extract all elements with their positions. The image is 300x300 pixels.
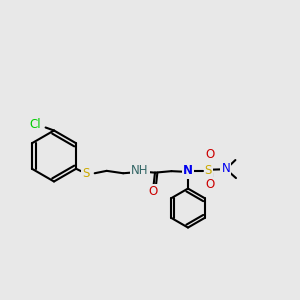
Text: O: O [206, 178, 215, 191]
Text: N: N [183, 164, 193, 177]
Text: S: S [82, 167, 90, 180]
Text: NH: NH [131, 164, 149, 177]
Text: S: S [205, 164, 212, 177]
Text: O: O [148, 185, 158, 198]
Text: Cl: Cl [29, 118, 41, 131]
Text: O: O [205, 148, 214, 161]
Text: N: N [221, 162, 230, 175]
